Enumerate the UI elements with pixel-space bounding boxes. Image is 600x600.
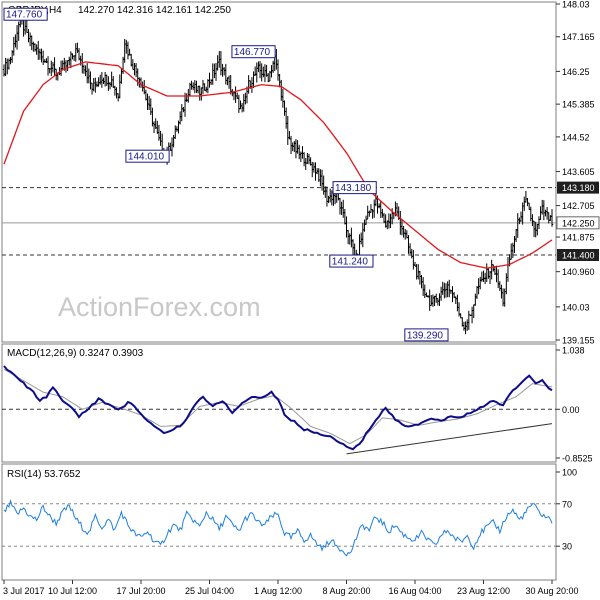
price-tick-label: 140.03	[562, 302, 590, 312]
rsi-tick-label: 70	[562, 499, 572, 509]
price-tick-label: 147.165	[562, 32, 595, 42]
price-tick-label: 146.25	[562, 67, 590, 77]
level-tag-bg	[557, 249, 599, 262]
price-tick-label: 144.52	[562, 132, 590, 142]
x-tick-label: 10 Jul 12:00	[48, 586, 97, 596]
current-price-tag	[556, 216, 600, 230]
rsi-axis: 100 70 30	[2, 468, 577, 552]
ma-line	[3, 61, 553, 269]
macd-label: MACD(12,26,9) 0.3247 0.3903	[7, 348, 144, 359]
macd-main-line	[3, 365, 553, 451]
x-tick-label: 1 Aug 12:00	[254, 586, 302, 596]
ohlc-readout: 142.270 142.316 142.161 142.250	[78, 5, 231, 16]
x-tick-label: 8 Aug 20:00	[322, 586, 370, 596]
rsi-line	[3, 499, 553, 557]
time-axis: 3 Jul 2017 10 Jul 12:00 17 Jul 20:00 25 Jul…	[3, 580, 579, 596]
annotation-box	[231, 45, 276, 59]
annotation-box	[125, 149, 170, 163]
price-tick-label: 139.155	[562, 336, 595, 346]
price-tick-label: 140.960	[562, 267, 595, 277]
annotation-box	[332, 181, 377, 195]
price-tick-label: 143.605	[562, 167, 595, 177]
price-annotations: 147.760 144.010 146.770 143.180 141.240 139.2…	[3, 7, 449, 342]
annotation-label: 147.760	[6, 10, 43, 21]
price-tick-label: 145.385	[562, 100, 595, 110]
current-price-label: 142.250	[562, 218, 595, 228]
rsi-tick-label: 100	[562, 468, 577, 478]
annotation-label: 143.180	[335, 183, 372, 194]
price-axis: 148.03 147.165 146.25 145.385 144.52 143.605 1…	[556, 0, 595, 346]
x-tick-label: 17 Jul 20:00	[116, 586, 165, 596]
rsi-label: RSI(14) 53.7652	[7, 469, 81, 480]
annotation-box	[3, 7, 48, 21]
watermark: ActionForex.com	[58, 292, 261, 322]
annotation-label: 144.010	[128, 152, 165, 163]
price-tick-label: 142.705	[562, 201, 595, 211]
level-tag-label: 143.180	[562, 183, 595, 193]
level-tag-label: 141.400	[562, 251, 595, 261]
price-tick-label: 141.875	[562, 233, 595, 243]
rsi-panel-frame	[1, 463, 557, 581]
macd-tick-label: 0.00	[562, 405, 580, 415]
annotation-box	[329, 254, 374, 268]
annotation-label: 141.240	[332, 257, 369, 268]
price-levels: 143.180 141.400 142.250	[2, 181, 600, 262]
rsi-line	[3, 499, 553, 557]
x-tick-label: 23 Aug 12:00	[457, 586, 510, 596]
x-tick-label: 25 Jul 04:00	[185, 586, 234, 596]
rsi-tick-label: 30	[562, 542, 572, 552]
macd-tick-label: -0.8525	[562, 454, 593, 464]
price-panel-frame	[1, 1, 557, 343]
annotation-label: 139.290	[407, 330, 444, 341]
moving-average	[3, 61, 553, 269]
macd-axis: 1.038 0.00 -0.8525	[2, 346, 593, 464]
x-tick-label: 30 Aug 20:00	[525, 586, 578, 596]
level-tag-bg	[557, 181, 599, 194]
x-tick-label: 3 Jul 2017	[3, 586, 45, 596]
x-tick-label: 16 Aug 04:00	[388, 586, 441, 596]
annotation-box	[404, 328, 449, 342]
price-tick-label: 148.03	[562, 0, 590, 10]
macd-trendline	[346, 423, 553, 455]
macd-tick-label: 1.038	[562, 346, 585, 356]
macd-lines	[3, 365, 553, 455]
annotation-label: 146.770	[234, 47, 271, 58]
